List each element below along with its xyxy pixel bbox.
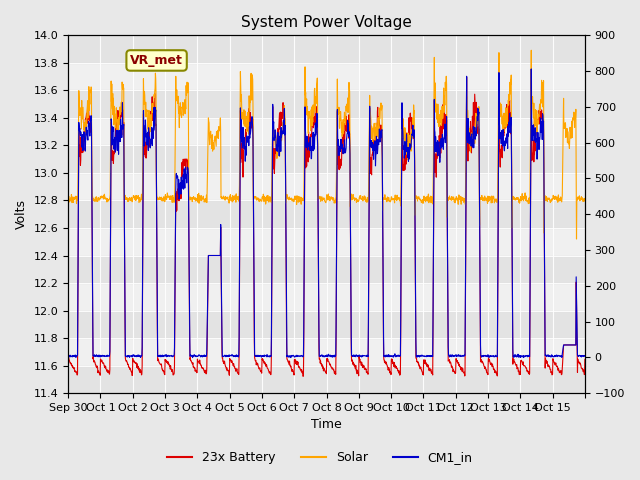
CM1_in — [64, 353, 72, 359]
CM1_in — [74, 294, 82, 300]
CM1_in — [527, 66, 535, 72]
Bar — [68, 90, 585, 118]
Solar — [74, 194, 82, 200]
23x Battery — [420, 360, 428, 365]
Solar — [573, 236, 580, 242]
23x Battery — [298, 367, 306, 373]
Solar — [420, 196, 428, 202]
Bar — [68, 36, 585, 63]
CM1_in — [298, 353, 306, 359]
23x Battery — [74, 309, 82, 314]
Line: Solar: Solar — [68, 50, 585, 239]
Bar — [68, 145, 585, 173]
23x Battery — [157, 362, 164, 368]
Solar — [298, 196, 306, 202]
Solar — [157, 195, 164, 201]
Legend: 23x Battery, Solar, CM1_in: 23x Battery, Solar, CM1_in — [163, 446, 477, 469]
Y-axis label: Volts: Volts — [15, 199, 28, 229]
Bar — [68, 255, 585, 283]
Solar — [548, 196, 556, 202]
Solar — [64, 195, 72, 201]
CM1_in — [329, 354, 337, 360]
Title: System Power Voltage: System Power Voltage — [241, 15, 412, 30]
Solar — [527, 48, 535, 53]
Line: CM1_in: CM1_in — [68, 69, 585, 358]
CM1_in — [581, 353, 589, 359]
X-axis label: Time: Time — [311, 419, 342, 432]
Solar — [329, 197, 337, 203]
23x Battery — [548, 372, 556, 378]
Text: VR_met: VR_met — [130, 54, 183, 67]
23x Battery — [527, 66, 535, 72]
Bar — [68, 366, 585, 393]
23x Battery — [300, 373, 307, 379]
Solar — [581, 196, 589, 202]
23x Battery — [64, 355, 72, 361]
CM1_in — [157, 353, 164, 359]
23x Battery — [581, 357, 589, 362]
CM1_in — [548, 353, 556, 359]
CM1_in — [420, 353, 428, 359]
Bar — [68, 201, 585, 228]
Bar — [68, 311, 585, 338]
23x Battery — [329, 365, 337, 371]
CM1_in — [287, 355, 294, 360]
Line: 23x Battery: 23x Battery — [68, 69, 585, 376]
